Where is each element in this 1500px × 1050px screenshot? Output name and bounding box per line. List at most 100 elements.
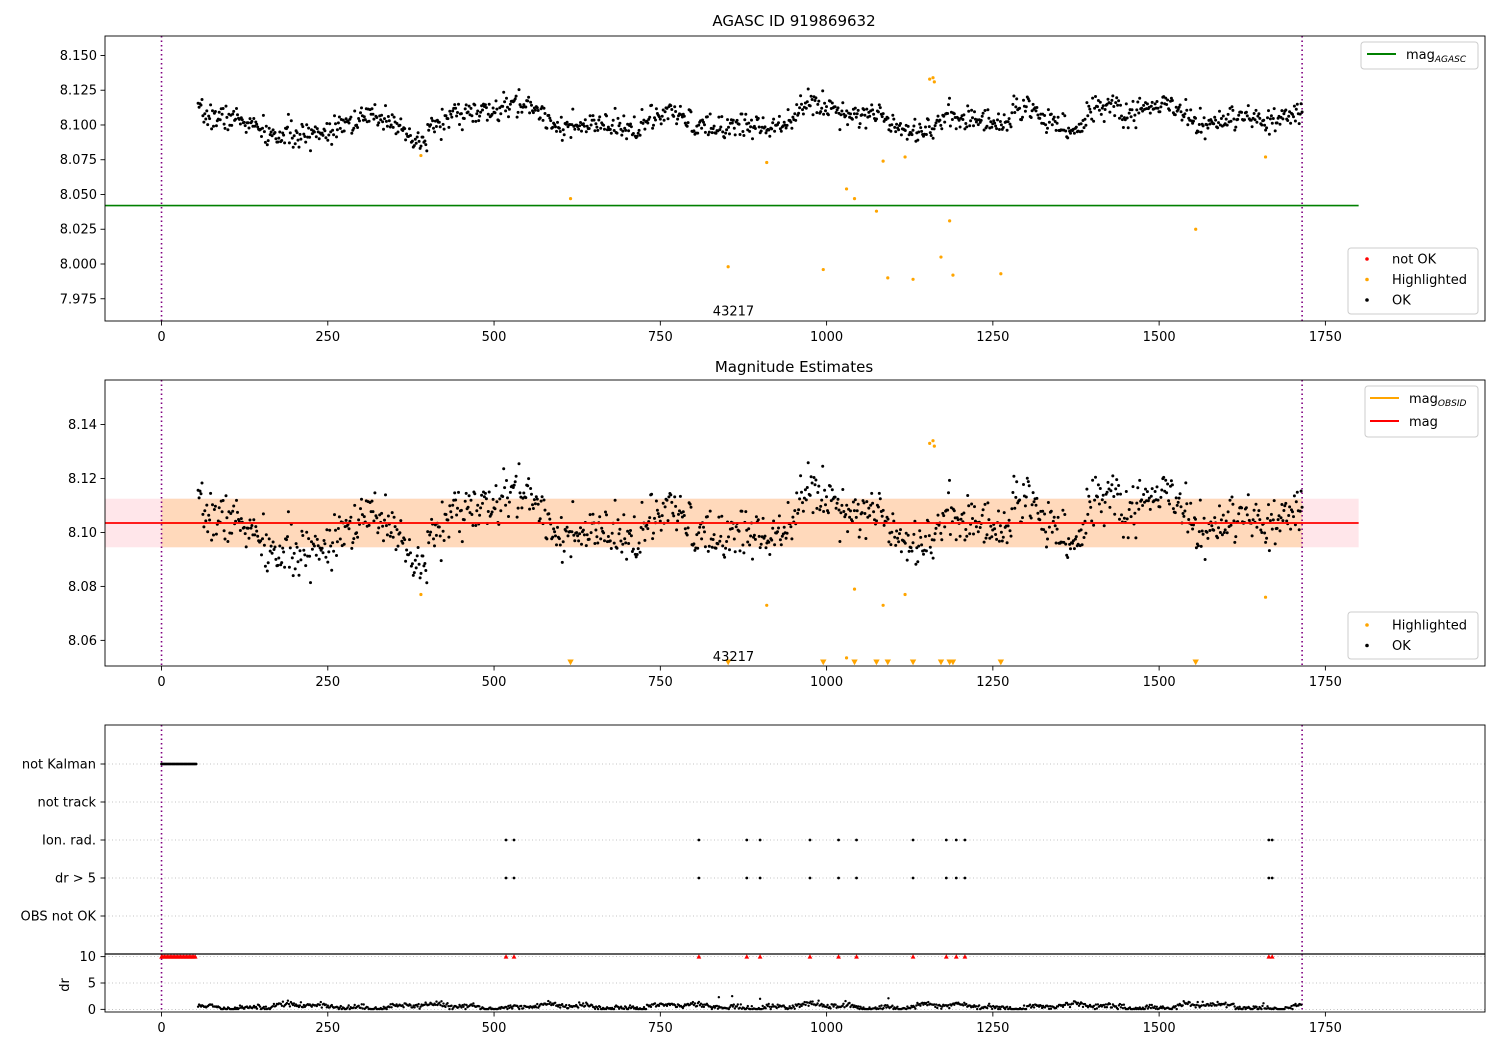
dr-point	[988, 1002, 991, 1005]
ok-point	[464, 491, 468, 495]
ok-point	[455, 513, 459, 517]
ok-point	[869, 503, 873, 507]
dr-point	[816, 1002, 819, 1005]
ok-point	[650, 492, 654, 496]
legend-mag-agasc	[1360, 41, 1479, 70]
ok-point	[244, 545, 248, 549]
out-of-range-marker	[937, 659, 945, 666]
ok-point	[270, 551, 274, 555]
ok-point	[891, 512, 895, 516]
ok-point	[778, 538, 782, 542]
ok-point	[912, 124, 916, 128]
ok-point	[620, 133, 624, 137]
ok-point	[476, 109, 480, 113]
ok-point	[437, 525, 441, 529]
ok-point	[1063, 513, 1067, 516]
ok-point	[259, 539, 263, 543]
dr-point	[1175, 1007, 1178, 1011]
ok-point	[253, 124, 257, 128]
ok-point	[643, 538, 647, 542]
ok-point	[659, 528, 663, 532]
ok-point	[1114, 487, 1118, 491]
ok-point	[439, 559, 443, 563]
ok-point	[948, 478, 951, 482]
ok-point	[852, 112, 856, 116]
ok-point	[1219, 117, 1223, 120]
plot-area-agasc	[105, 36, 1359, 321]
ok-point	[856, 108, 860, 112]
ok-point	[385, 533, 389, 537]
dr-point	[505, 1005, 508, 1009]
dr-point	[478, 1005, 481, 1008]
dr-point	[1046, 1005, 1050, 1008]
ok-point	[580, 129, 583, 133]
ok-point	[995, 537, 999, 541]
ok-point	[1120, 513, 1123, 517]
ok-point	[561, 540, 565, 544]
ok-point	[221, 107, 225, 110]
ok-point	[865, 500, 869, 504]
ok-point	[971, 116, 974, 120]
dr-point	[1095, 1007, 1099, 1010]
ok-point	[398, 123, 402, 127]
highlighted-point	[951, 273, 955, 277]
ok-point	[777, 121, 780, 125]
out-of-range-marker	[1192, 659, 1199, 666]
ok-point	[1126, 126, 1130, 130]
ok-point	[957, 118, 961, 122]
ok-point	[1045, 545, 1048, 549]
ok-point	[1289, 121, 1293, 125]
ok-point	[441, 122, 445, 126]
dr-point	[324, 1003, 327, 1006]
agasc-ytick-label: 8.050	[60, 188, 97, 203]
ok-point	[587, 537, 591, 541]
dr-capped-marker	[943, 954, 949, 959]
ok-point	[235, 498, 238, 502]
ok-point	[495, 107, 499, 111]
ok-point	[293, 142, 297, 146]
dr-point	[826, 1003, 829, 1007]
ok-point	[815, 111, 819, 115]
ok-point	[542, 498, 546, 502]
ok-point	[825, 105, 828, 109]
ok-point	[692, 129, 696, 133]
dr-point	[1067, 1003, 1071, 1006]
highlighted-point	[844, 656, 849, 660]
ok-point	[317, 557, 321, 561]
ok-point	[373, 103, 377, 107]
dr-point	[991, 1007, 994, 1011]
ok-point	[1038, 116, 1042, 120]
ok-point	[578, 124, 582, 128]
ok-point	[342, 129, 346, 133]
ok-point	[573, 539, 577, 543]
ok-point	[207, 114, 211, 118]
ok-point	[1167, 499, 1171, 503]
ok-point	[1250, 125, 1254, 129]
ok-point	[1212, 528, 1216, 532]
ok-point	[828, 99, 832, 103]
ok-point	[1054, 541, 1058, 545]
ok-point	[430, 116, 434, 120]
ok-point	[255, 529, 259, 533]
ok-point	[440, 500, 444, 504]
ok-point	[997, 539, 1001, 543]
legend-swatch-point	[1365, 623, 1369, 627]
ok-point	[325, 122, 329, 125]
ok-point	[1114, 101, 1118, 105]
ok-point	[453, 491, 457, 495]
ok-point	[444, 114, 448, 118]
ok-point	[743, 118, 747, 122]
ok-point	[579, 526, 582, 530]
ok-point	[740, 112, 744, 116]
ok-point	[623, 537, 627, 541]
ok-point	[876, 505, 880, 509]
ok-point	[355, 123, 359, 127]
dr-point	[457, 1006, 460, 1009]
ok-point	[1022, 98, 1025, 102]
ok-point	[965, 534, 969, 538]
ok-point	[703, 530, 706, 534]
legend-points-agasc	[1347, 247, 1479, 315]
ok-point	[1010, 111, 1014, 115]
ok-point	[821, 464, 825, 468]
ok-point	[1282, 112, 1286, 116]
